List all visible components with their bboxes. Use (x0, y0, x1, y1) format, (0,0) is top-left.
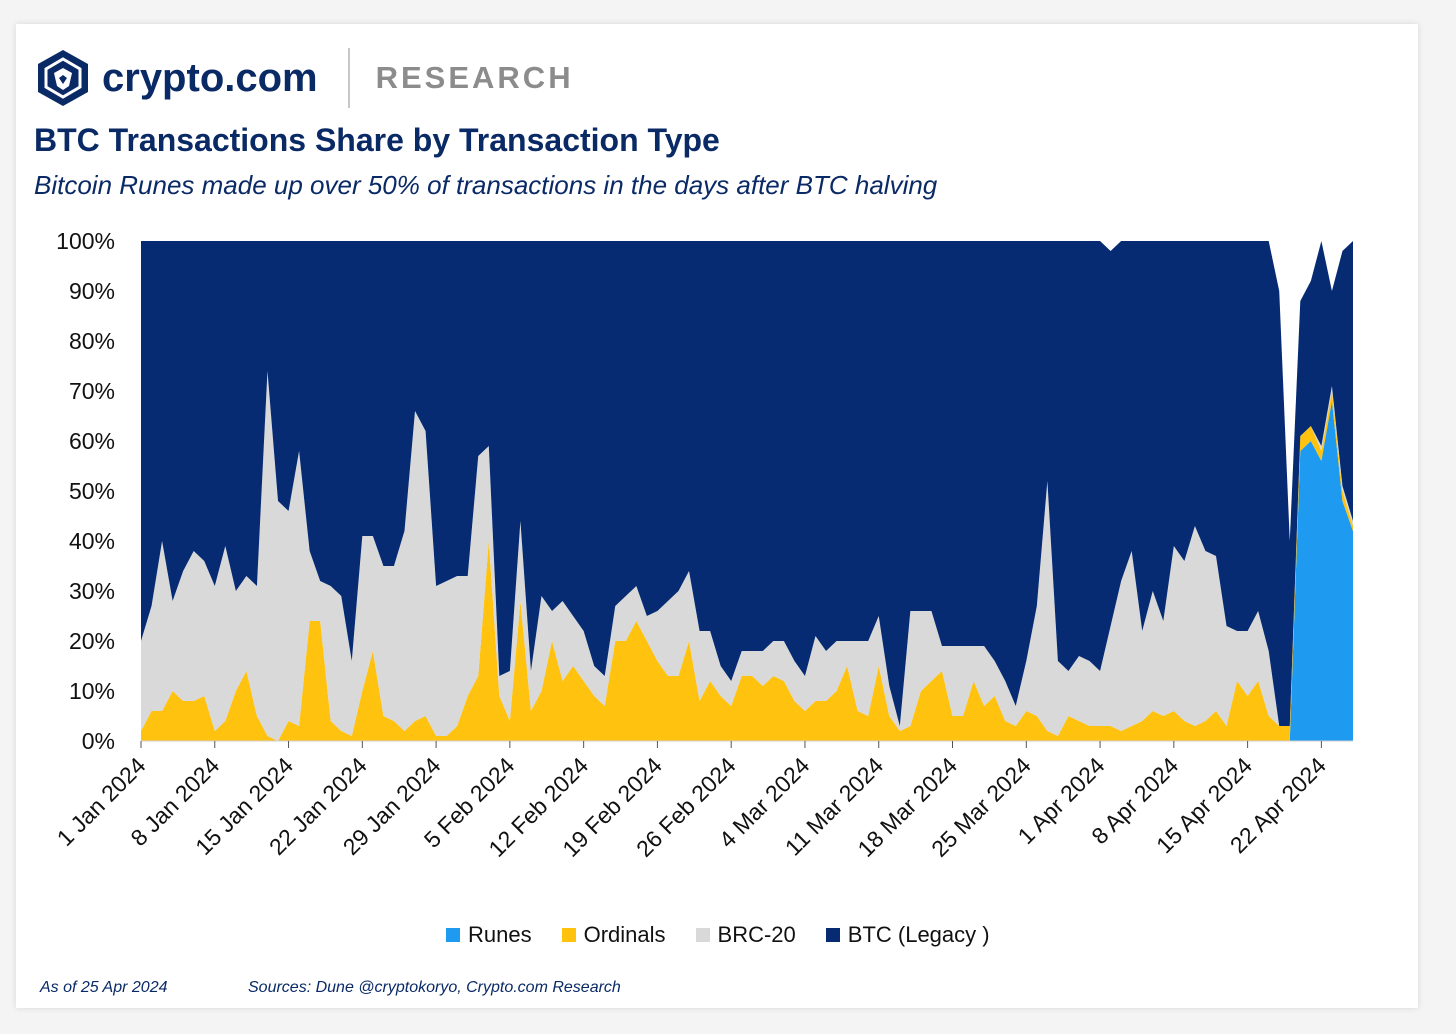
y-tick-label: 60% (69, 428, 115, 454)
legend-item-brc20: BRC-20 (695, 922, 796, 948)
y-tick-label: 70% (69, 378, 115, 404)
crypto-com-logo-icon (38, 50, 88, 106)
chart-subtitle: Bitcoin Runes made up over 50% of transa… (34, 170, 938, 200)
legend: Runes Ordinals BRC-20 BTC (Legacy ) (446, 922, 990, 948)
chart-card: crypto.com RESEARCH BTC Transactions Sha… (16, 24, 1418, 1008)
legend-item-ordinals: Ordinals (561, 922, 666, 948)
area-series-ordinals (141, 391, 1353, 741)
legend-label-btc-legacy: BTC (Legacy ) (847, 922, 990, 947)
legend-swatch-brc20 (695, 928, 710, 942)
header-divider (347, 48, 350, 108)
legend-item-runes: Runes (446, 922, 532, 948)
y-tick-label: 30% (69, 578, 115, 604)
y-tick-label: 20% (69, 628, 115, 654)
area-layers (141, 241, 1353, 741)
area-series-btc-legacy (141, 241, 1353, 726)
header: crypto.com RESEARCH (36, 46, 574, 110)
y-axis: 0% 10% 20% 30% 40% 50% 60% 70% 80% 90% 100% (56, 228, 115, 754)
legend-swatch-runes (446, 928, 460, 942)
legend-swatch-btc-legacy (825, 928, 840, 942)
legend-swatch-ordinals (561, 928, 576, 942)
y-tick-label: 100% (56, 228, 115, 254)
y-tick-label: 10% (69, 678, 115, 704)
chart-title: BTC Transactions Share by Transaction Ty… (34, 122, 720, 158)
legend-label-ordinals: Ordinals (583, 922, 666, 947)
y-tick-label: 40% (69, 528, 115, 554)
section-label: RESEARCH (375, 60, 574, 95)
as-of-date: As of 25 Apr 2024 (40, 979, 168, 996)
legend-label-runes: Runes (468, 922, 532, 947)
legend-item-btc-legacy: BTC (Legacy ) (825, 922, 990, 948)
y-tick-label: 0% (82, 728, 115, 754)
legend-label-brc20: BRC-20 (717, 922, 796, 947)
area-series-brc-20 (141, 371, 1353, 741)
sources-note: Sources: Dune @cryptokoryo, Crypto.com R… (248, 979, 621, 996)
y-tick-label: 80% (69, 328, 115, 354)
y-tick-label: 90% (69, 278, 115, 304)
y-tick-label: 50% (69, 478, 115, 504)
brand-name: crypto.com (102, 55, 318, 100)
stacked-area-chart: 0% 10% 20% 30% 40% 50% 60% 70% 80% 90% 100% 1 Jan 2… (52, 228, 1353, 862)
